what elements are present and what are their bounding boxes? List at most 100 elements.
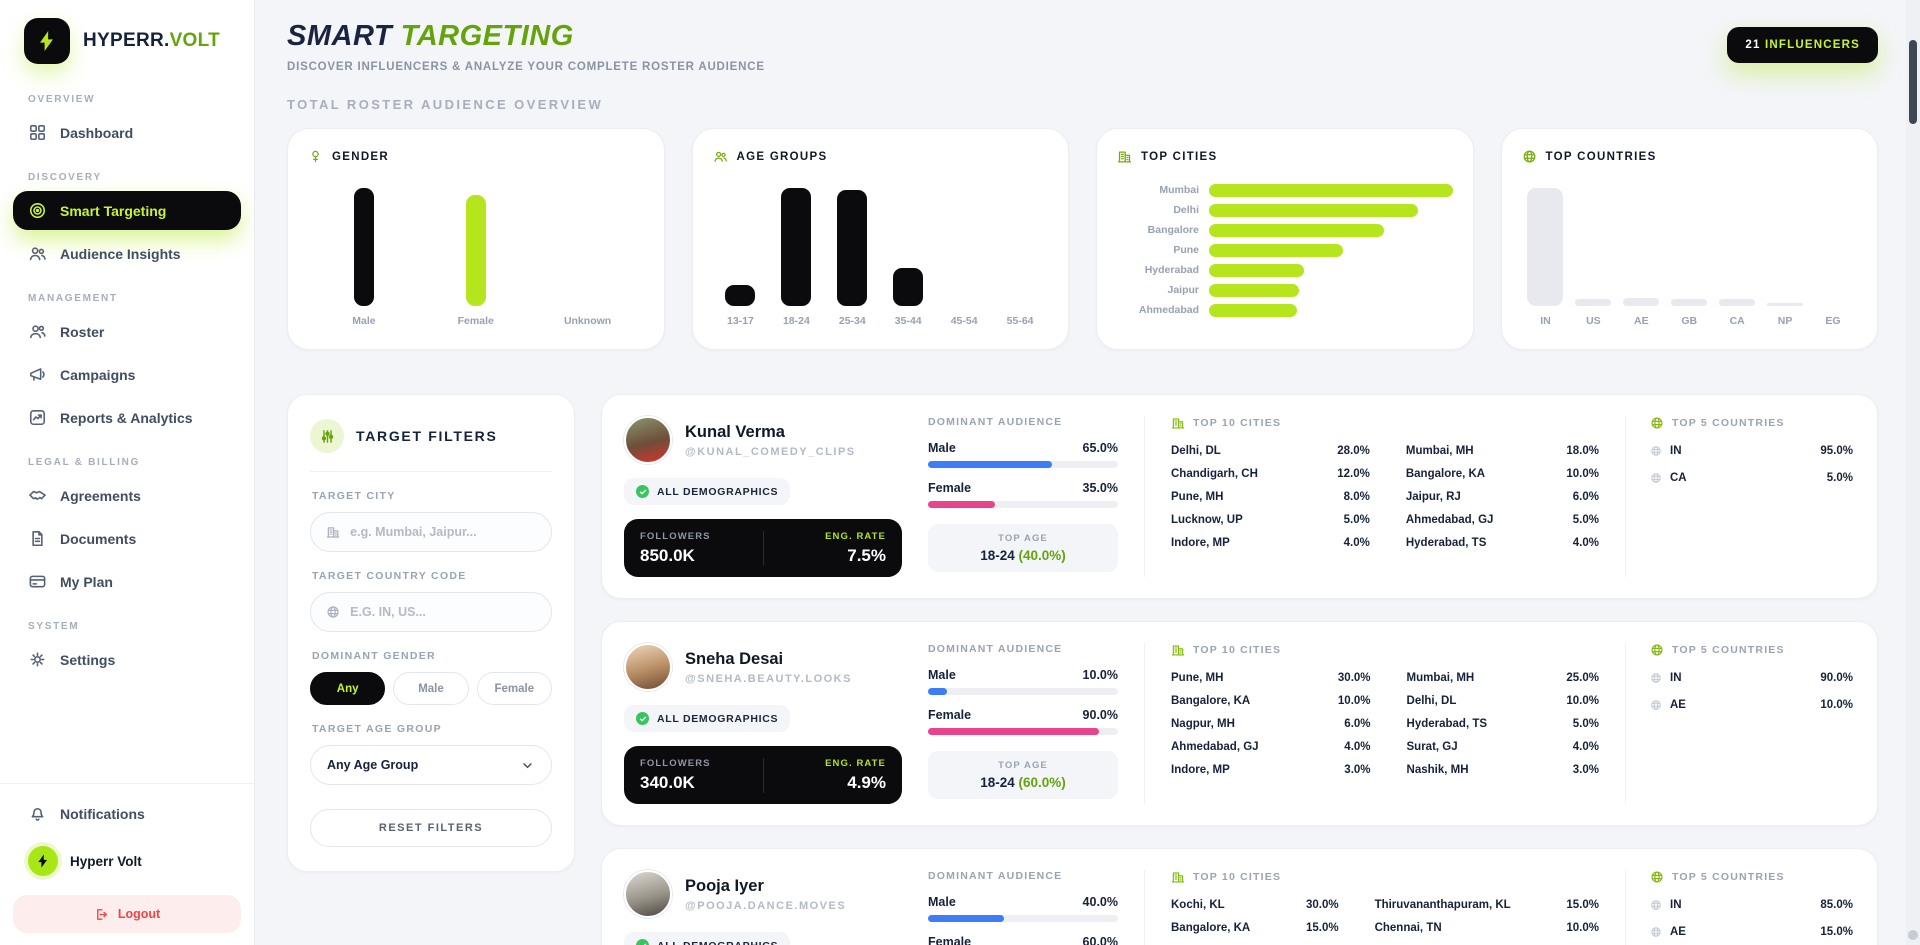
profile-row[interactable]: Hyperr Volt: [13, 837, 241, 885]
app-logo[interactable]: HYPERR.VOLT: [0, 18, 254, 64]
chart-axis-labels: Male Female Unknown: [308, 315, 644, 327]
followers-value: 850.0K: [640, 545, 695, 565]
sidebar-item-roster[interactable]: Roster: [13, 312, 241, 351]
chart-bar: [837, 190, 868, 306]
gender-bar-track: [928, 501, 1118, 508]
age-group-select[interactable]: Any Age Group: [310, 745, 552, 785]
city-row: Delhi, DL 10.0%: [1407, 695, 1599, 707]
city-name: Bangalore, KA: [1171, 922, 1251, 934]
top-countries-block: TOP 5 COUNTRIES IN 85.0% AE 15.0%: [1625, 870, 1877, 945]
sidebar-item-reports-analytics[interactable]: Reports & Analytics: [13, 398, 241, 437]
sidebar-item-smart-targeting[interactable]: Smart Targeting: [13, 191, 241, 230]
chart-bar-track: [1209, 183, 1453, 197]
chart-bar-slot: [1713, 186, 1761, 306]
sidebar-item-notifications[interactable]: Notifications: [13, 794, 241, 833]
chart-title: TOP CITIES: [1117, 149, 1453, 164]
city-pct: 18.0%: [1566, 445, 1599, 457]
eng-rate-label: ENG. RATE: [825, 530, 886, 542]
target-city-field[interactable]: [310, 512, 552, 552]
page-title: SMART TARGETING: [287, 20, 765, 53]
country-name: AE: [1650, 926, 1686, 938]
city-row: Hyderabad, TS 4.0%: [1406, 537, 1599, 549]
avatar: [624, 416, 672, 464]
sidebar-item-dashboard[interactable]: Dashboard: [13, 113, 241, 152]
chart-bar-slot: [1665, 186, 1713, 306]
sidebar-item-documents[interactable]: Documents: [13, 519, 241, 558]
target-city-input[interactable]: [350, 525, 536, 539]
influencer-count-badge[interactable]: 21 INFLUENCERS: [1727, 27, 1878, 63]
influencer-card-kunal-verma: Kunal Verma @KUNAL_COMEDY_CLIPS ALL DEMOGR…: [601, 394, 1878, 599]
sidebar-item-agreements[interactable]: Agreements: [13, 476, 241, 515]
country-code: CA: [1670, 472, 1687, 484]
scrollbar-thumb[interactable]: [1909, 40, 1917, 124]
city-pct: 4.0%: [1572, 537, 1599, 549]
chart-bar: [1209, 303, 1297, 317]
gender-pct: 35.0%: [1082, 481, 1118, 495]
top-countries-block: TOP 5 COUNTRIES IN 90.0% AE 10.0%: [1625, 643, 1877, 804]
gender-option-female[interactable]: Female: [476, 672, 552, 705]
age-group-value: Any Age Group: [327, 758, 419, 772]
megaphone-icon: [28, 365, 47, 384]
target-country-field[interactable]: [310, 592, 552, 632]
chart-axis-labels: 13-17 18-24 25-34 35-44 45-54 55-64: [713, 315, 1049, 327]
chart-bar-slot: [1809, 186, 1857, 306]
chart-category-label: 18-24: [782, 315, 810, 327]
chart-area: Mumbai Delhi Bangalore Pune Hyderabad Jaipur A…: [1117, 180, 1453, 320]
influencer-handle: @SNEHA.BEAUTY.LOOKS: [685, 672, 852, 685]
sidebar-item-campaigns[interactable]: Campaigns: [13, 355, 241, 394]
sidebar-item-my-plan[interactable]: My Plan: [13, 562, 241, 601]
country-name: IN: [1650, 672, 1682, 684]
top-cities-block: TOP 10 CITIES Pune, MH 30.0% Bangalore, KA 1…: [1144, 643, 1625, 804]
influencer-summary: Kunal Verma @KUNAL_COMEDY_CLIPS ALL DEMOGR…: [602, 416, 924, 577]
chart-bar-slot: [1761, 186, 1809, 306]
top-age-range: 18-24: [980, 548, 1015, 563]
chart-bar-track: [1209, 203, 1453, 217]
chart-title: GENDER: [308, 149, 644, 164]
chart-category-label: 25-34: [838, 315, 866, 327]
dominant-audience-block: DOMINANT AUDIENCEMale40.0%Female60.0%TOP…: [924, 870, 1144, 945]
city-row: Hyderabad, TS 5.0%: [1407, 718, 1599, 730]
stats-bar: FOLLOWERS 340.0K ENG. RATE 4.9%: [624, 746, 902, 804]
city-name: Hyderabad, TS: [1406, 718, 1488, 730]
city-pct: 5.0%: [1343, 514, 1370, 526]
scrollbar-track[interactable]: [1906, 0, 1920, 945]
dashboard-icon: [28, 123, 47, 142]
scrollbar-down-dot[interactable]: [1908, 930, 1918, 940]
gender-option-male[interactable]: Male: [393, 672, 469, 705]
chart-bar-track: [1209, 223, 1453, 237]
chart-bar: [1767, 303, 1804, 306]
sidebar-item-settings[interactable]: Settings: [13, 640, 241, 679]
roster-icon: [28, 322, 47, 341]
city-row: Chandigarh, CH 12.0%: [1171, 468, 1370, 480]
all-demographics-chip[interactable]: ALL DEMOGRAPHICS: [624, 705, 791, 732]
stats-bar: FOLLOWERS 850.0K ENG. RATE 7.5%: [624, 519, 902, 577]
all-demographics-chip[interactable]: ALL DEMOGRAPHICS: [624, 478, 791, 505]
country-pct: 90.0%: [1820, 672, 1853, 684]
chart-axis-labels: IN US AE GB CA NP EG: [1522, 315, 1858, 327]
top-age-box: TOP AGE 18-24 (40.0%): [928, 524, 1118, 572]
credit-card-icon: [28, 572, 47, 591]
top-cities-block: TOP 10 CITIES Kochi, KL 30.0% Bangalore, KA…: [1144, 870, 1625, 945]
sidebar-item-audience-insights[interactable]: Audience Insights: [13, 234, 241, 273]
country-name: IN: [1650, 899, 1682, 911]
logout-button[interactable]: Logout: [13, 895, 241, 933]
influencer-identity: Kunal Verma @KUNAL_COMEDY_CLIPS: [624, 416, 902, 464]
top-countries-title: TOP 5 COUNTRIES: [1650, 416, 1853, 430]
gender-option-any[interactable]: Any: [310, 672, 386, 705]
all-demographics-chip[interactable]: ALL DEMOGRAPHICS: [624, 932, 791, 945]
country-row: AE 15.0%: [1650, 926, 1853, 938]
chart-title: TOP COUNTRIES: [1522, 149, 1858, 164]
reset-filters-button[interactable]: RESET FILTERS: [310, 809, 552, 847]
country-code: IN: [1670, 445, 1682, 457]
target-country-input[interactable]: [350, 605, 536, 619]
chip-label: ALL DEMOGRAPHICS: [657, 485, 779, 498]
gender-bar-track: [928, 688, 1118, 695]
country-row: CA 5.0%: [1650, 472, 1853, 484]
city-name: Jaipur, RJ: [1405, 491, 1461, 503]
chart-bar: [1209, 243, 1343, 257]
chart-bar: [353, 188, 374, 306]
city-name: Delhi, DL: [1406, 695, 1457, 707]
chart-category-label: Unknown: [563, 315, 612, 327]
chart-bar-slot: [532, 186, 644, 306]
city-pct: 6.0%: [1344, 718, 1371, 730]
